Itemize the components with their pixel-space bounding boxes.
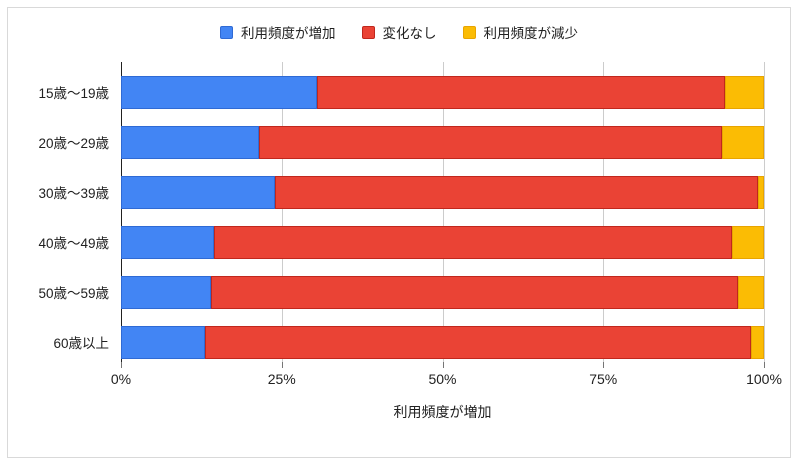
bar-segment xyxy=(121,276,212,309)
legend-item-label: 利用頻度が増加 xyxy=(241,26,336,41)
x-axis-title: 利用頻度が増加 xyxy=(393,404,492,420)
legend-swatch xyxy=(462,25,476,39)
bar-segment xyxy=(211,276,739,309)
axis-tick-label: 75% xyxy=(589,371,618,387)
axis-baseline xyxy=(121,62,122,362)
bar-segment xyxy=(259,126,723,159)
axis-tick xyxy=(764,362,765,368)
legend-item-label: 変化なし xyxy=(382,26,437,41)
legend-item: 利用頻度が増加 xyxy=(220,22,336,42)
bar-row xyxy=(121,326,764,359)
bar-segment xyxy=(214,226,732,259)
gridline xyxy=(442,62,444,362)
legend-item-label: 利用頻度が減少 xyxy=(483,26,579,41)
bar-segment xyxy=(121,176,276,209)
category-label: 15歳〜19歳 xyxy=(38,86,109,101)
axis-tick xyxy=(442,362,444,368)
plot-area xyxy=(121,62,765,362)
bar-row xyxy=(121,226,764,259)
legend: 利用頻度が増加 変化なし 利用頻度が減少 xyxy=(8,22,790,42)
category-label: 40歳〜49歳 xyxy=(38,236,109,251)
bar-row xyxy=(121,76,764,109)
category-label: 60歳以上 xyxy=(53,336,109,351)
category-label: 30歳〜39歳 xyxy=(38,186,109,201)
x-axis: 0% 25% 50% 75% 100% xyxy=(111,362,782,396)
category-label: 20歳〜29歳 xyxy=(38,136,109,151)
bar-segment xyxy=(121,76,318,109)
legend-item: 変化なし xyxy=(361,22,437,42)
bar-segment xyxy=(204,326,752,359)
bar-segment xyxy=(725,76,764,109)
gridline xyxy=(603,62,605,362)
bar-segment xyxy=(757,176,764,209)
gridline xyxy=(764,62,765,362)
bar-segment xyxy=(317,76,726,109)
bar-segment xyxy=(751,326,764,359)
bar-segment xyxy=(121,126,260,159)
bar-segment xyxy=(121,326,205,359)
legend-swatch xyxy=(220,25,233,39)
axis-tick-label: 100% xyxy=(746,371,782,387)
chart-frame: 利用頻度が増加 変化なし 利用頻度が減少 15歳〜19歳 20歳〜29歳 30歳〜39歳… xyxy=(7,7,791,458)
gridline xyxy=(281,62,283,362)
category-label: 50歳〜59歳 xyxy=(38,286,109,301)
bar-row xyxy=(121,176,764,209)
bar-row xyxy=(121,276,764,309)
legend-swatch xyxy=(361,25,375,39)
bar-row xyxy=(121,126,764,159)
bar-segment xyxy=(121,226,215,259)
axis-tick-label: 50% xyxy=(428,371,457,387)
bar-segment xyxy=(275,176,758,209)
axis-tick-label: 0% xyxy=(110,371,132,387)
bar-segment xyxy=(738,276,764,309)
bar-segment xyxy=(722,126,764,159)
axis-tick xyxy=(281,362,283,368)
axis-tick-label: 25% xyxy=(267,371,296,387)
bar-segment xyxy=(731,226,764,259)
axis-tick xyxy=(121,362,122,368)
legend-item: 利用頻度が減少 xyxy=(462,22,579,42)
category-axis: 15歳〜19歳 20歳〜29歳 30歳〜39歳 40歳〜49歳 50歳〜59歳 60歳以上 xyxy=(8,62,109,362)
axis-tick xyxy=(603,362,605,368)
